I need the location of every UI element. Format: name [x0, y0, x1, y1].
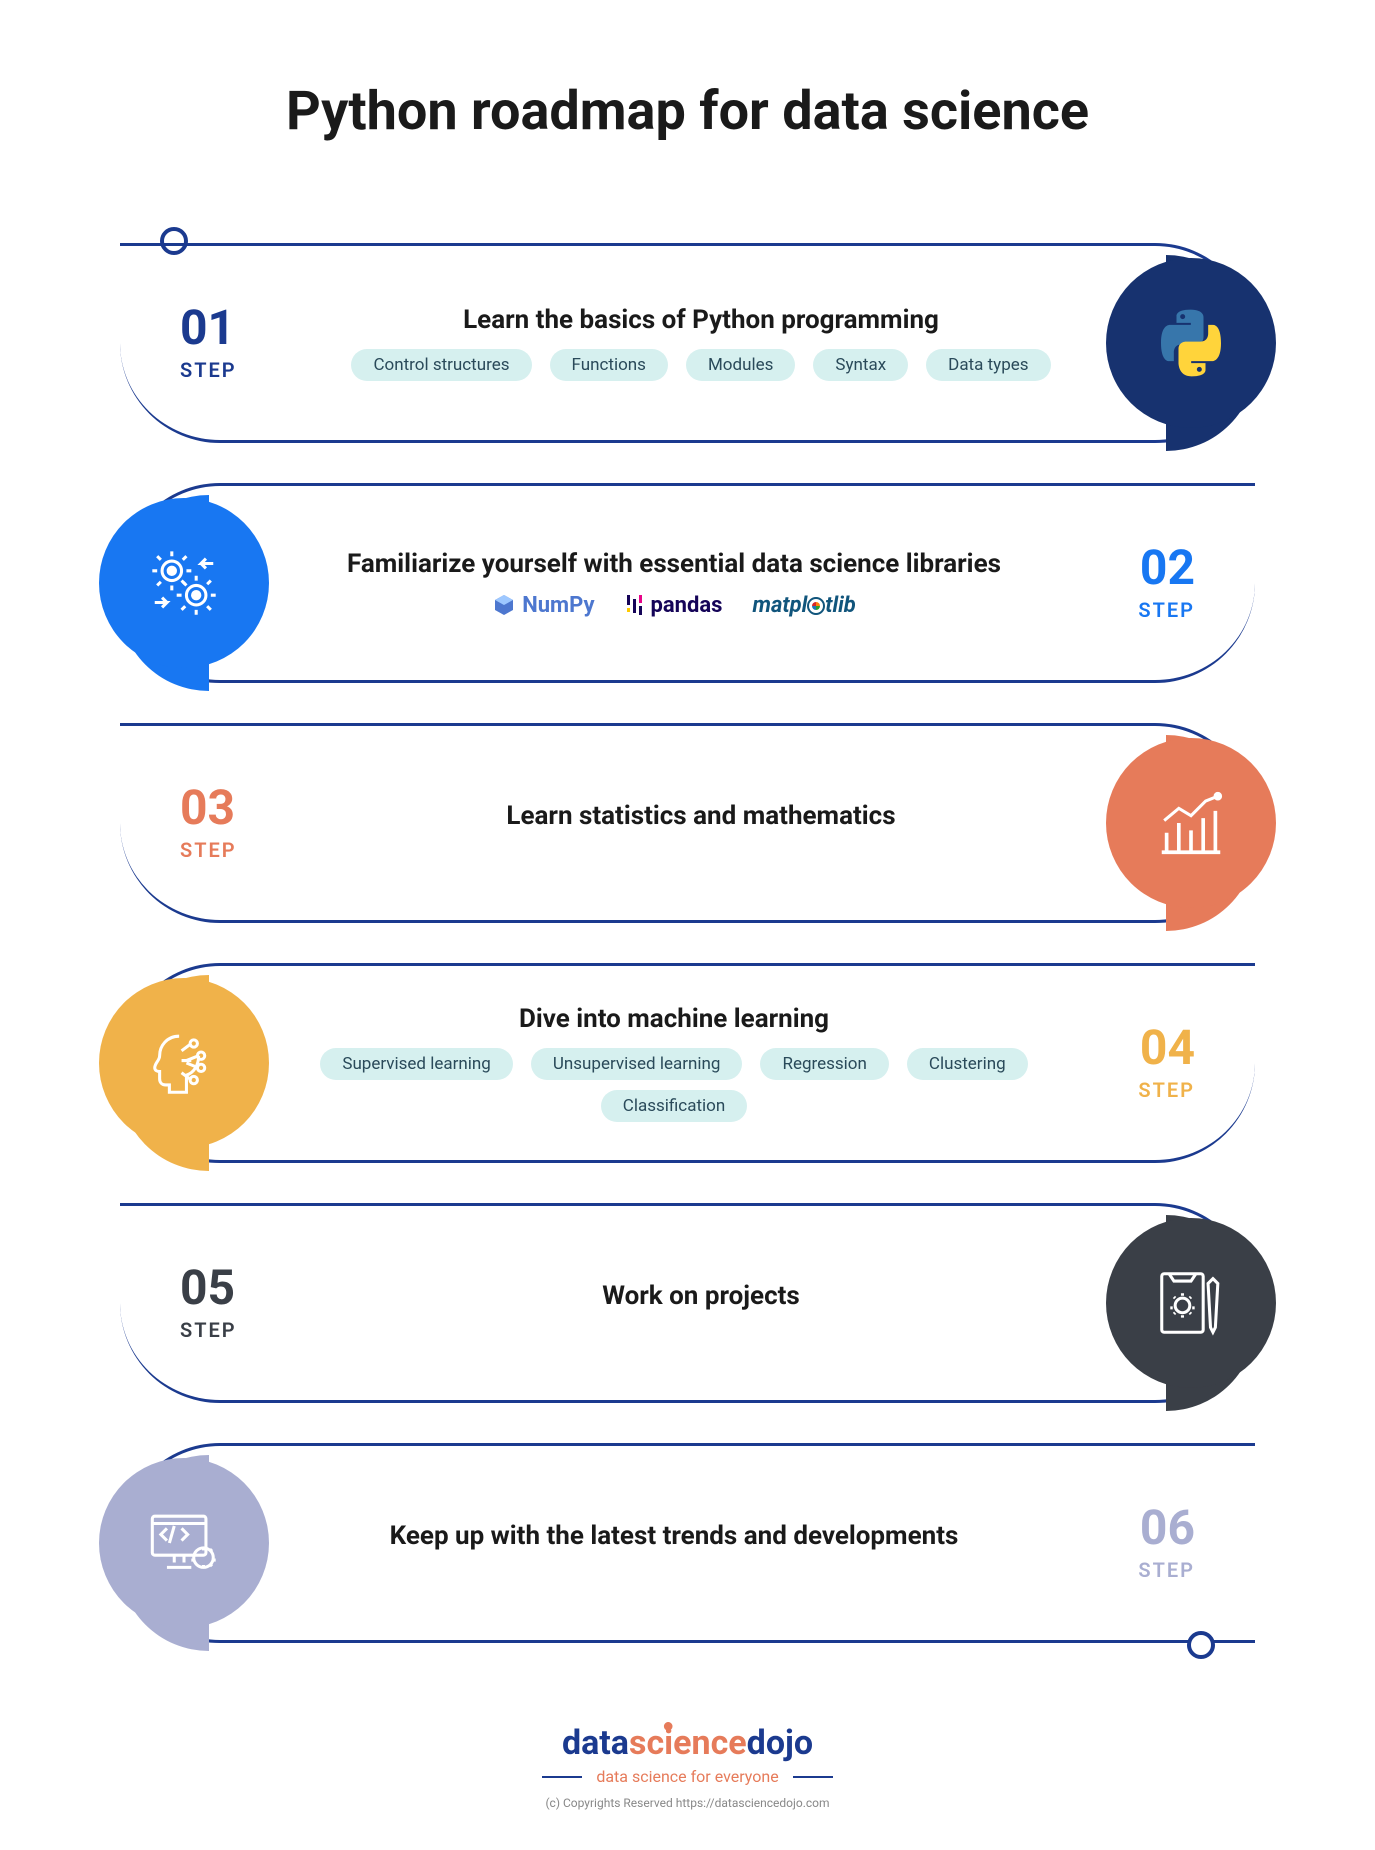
- page-title: Python roadmap for data science: [120, 80, 1255, 143]
- step-number: 03STEP: [160, 784, 300, 862]
- step-heading: Dive into machine learning: [293, 1004, 1055, 1034]
- tag: Supervised learning: [320, 1048, 513, 1080]
- step-number: 06STEP: [1075, 1504, 1215, 1582]
- python-icon: [1106, 253, 1256, 433]
- tag: Modules: [686, 349, 795, 381]
- lib-numpy: NumPy: [492, 593, 594, 618]
- tag: Control structures: [351, 349, 531, 381]
- step-body: Learn statistics and mathematics: [300, 801, 1212, 845]
- lib-pandas: pandas: [625, 593, 723, 618]
- step-number: 05STEP: [160, 1264, 300, 1342]
- chart-icon: [1106, 733, 1256, 913]
- tag: Unsupervised learning: [531, 1048, 743, 1080]
- copyright: (c) Copyrights Reserved https://datascie…: [120, 1796, 1255, 1810]
- step-libs: NumPy pandas matpltlib: [293, 593, 1055, 618]
- step-number: 01STEP: [160, 304, 300, 382]
- tag: Functions: [550, 349, 668, 381]
- tag: Clustering: [907, 1048, 1028, 1080]
- step-04: 04STEP Dive into machine learning Supervis…: [120, 963, 1255, 1163]
- gears-icon: [119, 493, 269, 673]
- project-icon: [1106, 1213, 1256, 1393]
- step-heading: Learn the basics of Python programming: [320, 305, 1082, 335]
- step-body: Work on projects: [300, 1281, 1212, 1325]
- step-05: 05STEP Work on projects: [120, 1203, 1255, 1403]
- brand-tagline: data science for everyone: [120, 1767, 1255, 1786]
- step-body: Dive into machine learning Supervised lea…: [163, 1004, 1075, 1122]
- step-body: Keep up with the latest trends and devel…: [163, 1521, 1075, 1565]
- lib-matplotlib: matpltlib: [752, 593, 855, 618]
- tag: Syntax: [813, 349, 908, 381]
- step-heading: Learn statistics and mathematics: [320, 801, 1082, 831]
- step-tags: Control structures Functions Modules Syntax…: [320, 349, 1082, 381]
- step-body: Learn the basics of Python programming Co…: [300, 305, 1212, 381]
- ai-head-icon: [119, 973, 269, 1153]
- step-tags: Supervised learning Unsupervised learning…: [293, 1048, 1055, 1122]
- step-number: 02STEP: [1075, 544, 1215, 622]
- code-screen-icon: [119, 1453, 269, 1633]
- step-body: Familiarize yourself with essential data…: [163, 549, 1075, 618]
- end-marker: [1187, 1631, 1215, 1659]
- footer: datasci●encedojo data science for everyo…: [120, 1723, 1255, 1810]
- brand-logo: datasci●encedojo: [120, 1723, 1255, 1763]
- step-06: 06STEP Keep up with the latest trends and…: [120, 1443, 1255, 1643]
- step-number: 04STEP: [1075, 1024, 1215, 1102]
- step-heading: Work on projects: [320, 1281, 1082, 1311]
- step-heading: Familiarize yourself with essential data…: [293, 549, 1055, 579]
- tag: Classification: [601, 1090, 747, 1122]
- tag: Regression: [760, 1048, 888, 1080]
- roadmap: 01STEPLearn the basics of Python program…: [120, 243, 1255, 1643]
- step-heading: Keep up with the latest trends and devel…: [293, 1521, 1055, 1551]
- step-01: 01STEPLearn the basics of Python program…: [120, 243, 1255, 443]
- step-02: 02STEP Familiarize yourself with essentia…: [120, 483, 1255, 683]
- tag: Data types: [926, 349, 1050, 381]
- step-03: 03STEP Learn statistics and mathematics: [120, 723, 1255, 923]
